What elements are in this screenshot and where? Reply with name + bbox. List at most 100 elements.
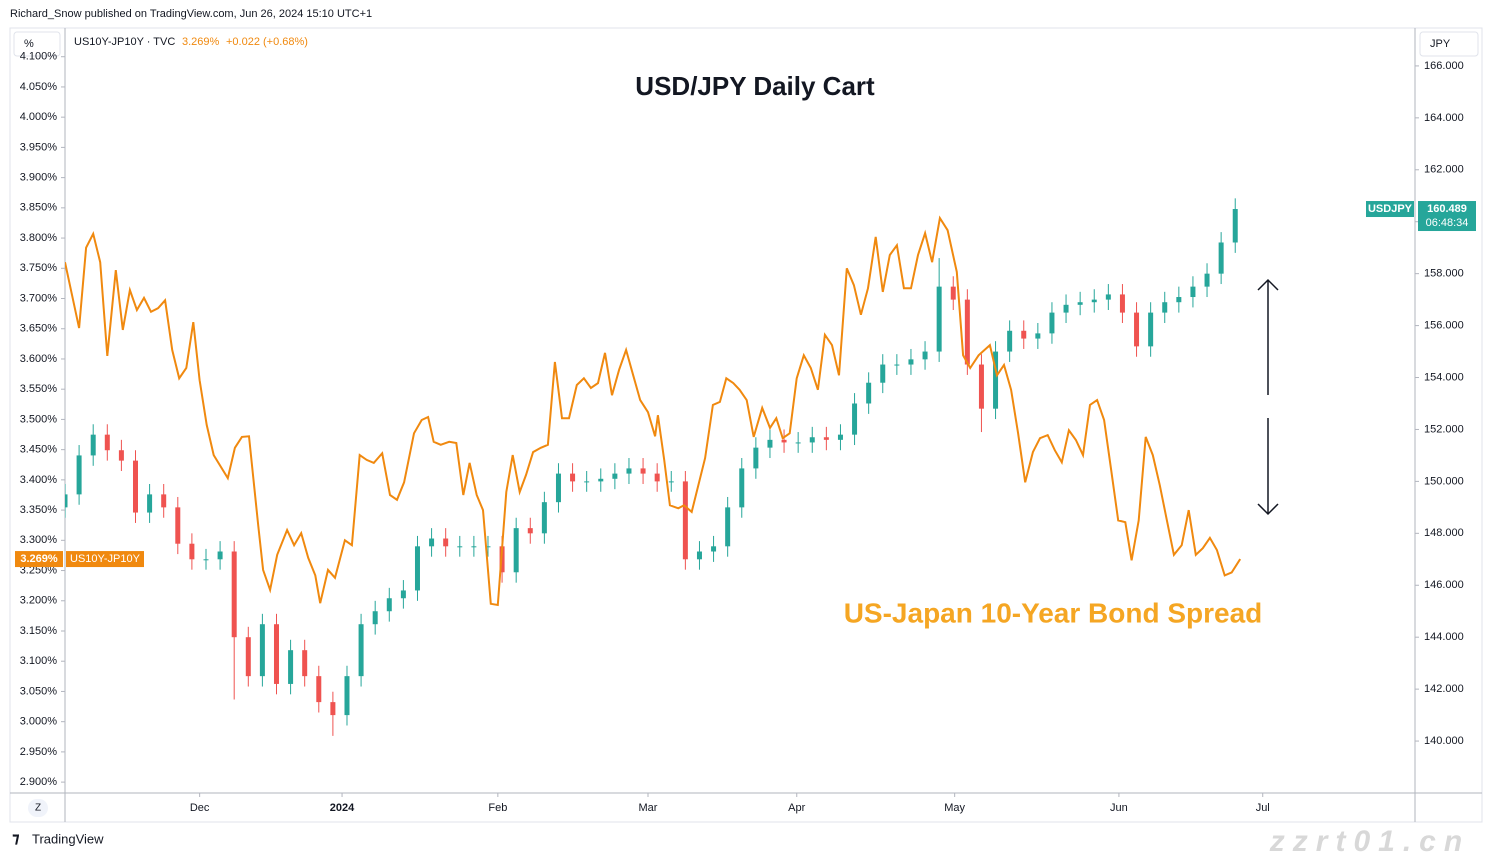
y-tick-label: 3.600% <box>20 353 58 365</box>
candle-body <box>1105 294 1111 300</box>
candle-body <box>175 507 181 544</box>
candle-body <box>725 507 731 547</box>
y-tick-label: 2.950% <box>20 746 58 758</box>
y-tick-label: 3.950% <box>20 141 58 153</box>
candle-body <box>908 359 914 365</box>
y-tick-label: 3.550% <box>20 383 58 395</box>
x-tick-label: Jun <box>1110 802 1128 814</box>
candle-body <box>1134 312 1140 347</box>
candle-body <box>570 473 576 482</box>
chart-title: USD/JPY Daily Cart <box>635 71 875 101</box>
candle-body <box>584 481 590 483</box>
candle-body <box>711 546 717 552</box>
y2-tick-label: 150.000 <box>1424 475 1464 487</box>
candle-body <box>626 468 632 474</box>
y2-tick-label: 142.000 <box>1424 683 1464 695</box>
series-name: USDJPY <box>1368 203 1413 215</box>
candle-body <box>400 590 406 599</box>
candle-body <box>104 434 110 451</box>
candle-body <box>612 473 618 479</box>
value-label-bg <box>15 551 63 568</box>
candle-body <box>330 702 336 716</box>
candle-body <box>978 364 984 409</box>
y-tick-label: 3.300% <box>20 534 58 546</box>
candle-body <box>386 598 392 612</box>
brand: TradingView <box>32 831 104 846</box>
candle-body <box>555 473 561 503</box>
y2-tick-label: 146.000 <box>1424 579 1464 591</box>
y2-tick-label: 152.000 <box>1424 423 1464 435</box>
candle-body <box>598 478 604 482</box>
candle-body <box>541 502 547 534</box>
candle-body <box>372 611 378 625</box>
candle-body <box>1077 302 1083 305</box>
chart-frame <box>9 27 1483 823</box>
candle-body <box>90 434 96 456</box>
zoom-label: Z <box>35 803 41 814</box>
brand-logo: ⁊ <box>12 830 20 847</box>
candle-body <box>118 450 124 461</box>
candle-body <box>837 434 843 440</box>
y-tick-label: 3.900% <box>20 172 58 184</box>
published-note: Richard_Snow published on TradingView.co… <box>10 8 372 20</box>
y-tick-label: 4.050% <box>20 81 58 93</box>
unit-button[interactable] <box>1419 31 1479 57</box>
candle-body <box>739 468 745 508</box>
candle-body <box>696 551 702 560</box>
candle-body <box>795 442 801 444</box>
candle-body <box>1148 312 1154 347</box>
y-tick-label: 3.750% <box>20 262 58 274</box>
y2-tick-label: 156.000 <box>1424 319 1464 331</box>
candle-body <box>259 624 265 677</box>
candle-body <box>894 364 900 366</box>
candle-body <box>668 481 674 483</box>
x-tick-label: Dec <box>190 802 210 814</box>
last-value: 3.269% <box>182 36 220 48</box>
y-tick-label: 3.350% <box>20 504 58 516</box>
candle-body <box>1063 304 1069 313</box>
candle-body <box>443 538 449 547</box>
candle-body <box>414 546 420 591</box>
value-label-bg <box>66 551 144 568</box>
y2-tick-label: 140.000 <box>1424 735 1464 747</box>
candle-body <box>189 543 195 560</box>
y2-tick-label: 166.000 <box>1424 60 1464 72</box>
x-tick-label: Apr <box>788 802 805 814</box>
candle-body <box>866 382 872 404</box>
series-name: US10Y-JP10Y <box>70 553 141 565</box>
candle-body <box>1007 330 1013 352</box>
candle-body <box>1190 286 1196 298</box>
candle-body <box>65 494 68 508</box>
y-tick-label: 3.450% <box>20 444 58 456</box>
y-tick-label: 3.050% <box>20 685 58 697</box>
candle-body <box>993 351 999 409</box>
candle-body <box>1204 273 1210 287</box>
candle-body <box>288 650 294 684</box>
x-tick-label: May <box>944 802 965 814</box>
y-tick-label: 4.000% <box>20 111 58 123</box>
candle-body <box>1176 297 1182 303</box>
y2-tick-label: 164.000 <box>1424 112 1464 124</box>
candle-body <box>682 481 688 560</box>
y-tick-label: 3.400% <box>20 474 58 486</box>
candle-body <box>936 286 942 352</box>
unit-button[interactable] <box>13 31 61 57</box>
candle-body <box>964 299 970 365</box>
candle-body <box>471 546 477 548</box>
candle-body <box>76 455 82 495</box>
candle-body <box>147 494 153 513</box>
candle-body <box>316 676 322 703</box>
y-tick-label: 4.100% <box>20 51 58 63</box>
candle-body <box>823 437 829 440</box>
candle-body <box>1119 294 1125 313</box>
candle-body <box>1049 312 1055 334</box>
candle-body <box>809 437 815 443</box>
y-tick-label: 3.850% <box>20 202 58 214</box>
candle-body <box>753 447 759 469</box>
y-tick-label: 3.700% <box>20 292 58 304</box>
zoom-button[interactable] <box>28 799 48 817</box>
symbol: US10Y-JP10Y · TVC <box>74 36 175 48</box>
candle-body <box>217 551 223 560</box>
